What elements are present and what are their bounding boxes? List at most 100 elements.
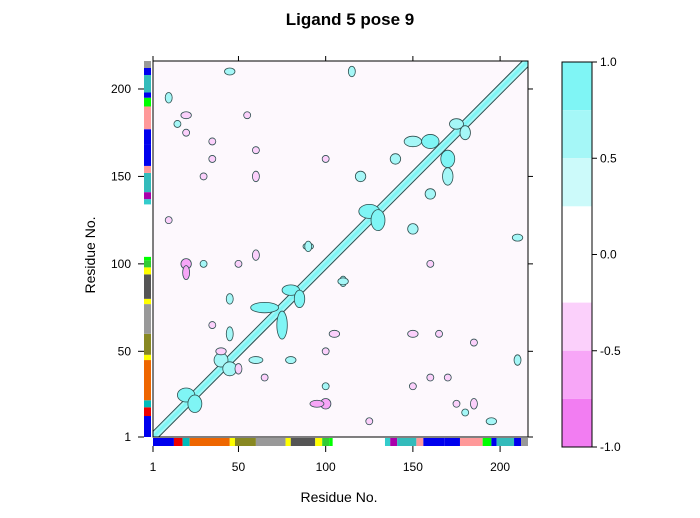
y-ss-segment (144, 304, 151, 334)
negative-contour-mirror (321, 347, 330, 356)
positive-contour-mirror (187, 394, 203, 413)
positive-contour-mirror (440, 149, 456, 169)
positive-contour-mirror (199, 259, 208, 268)
colorbar-tick-label: 1.0 (600, 55, 617, 69)
positive-contour (285, 356, 297, 364)
x-tick-label: 100 (316, 460, 336, 474)
x-ss-segment (423, 438, 445, 446)
positive-contour (485, 417, 498, 426)
y-tick-label: 1 (124, 430, 131, 444)
positive-contour (421, 134, 440, 149)
x-ss-segment (290, 438, 316, 446)
y-ss-segment (144, 67, 151, 75)
x-tick-label: 200 (490, 460, 510, 474)
y-ss-segment (144, 260, 151, 268)
x-tick-label: 50 (232, 460, 246, 474)
positive-contour-mirror (164, 92, 173, 104)
positive-contour (511, 233, 524, 242)
positive-contour (407, 223, 419, 235)
y-ss-segment (144, 274, 151, 299)
negative-contour-mirror (252, 170, 260, 183)
x-ss-segment (491, 438, 497, 446)
negative-contour-mirror (470, 398, 478, 410)
y-ss-segment (144, 129, 151, 145)
x-ss-segment (496, 438, 515, 446)
positive-contour-mirror (370, 209, 386, 232)
negative-contour (470, 338, 478, 347)
x-ss-segment (384, 438, 391, 446)
negative-contour (408, 382, 417, 391)
colorbar-level (562, 62, 592, 111)
positive-contour-mirror (461, 408, 470, 417)
negative-contour-mirror (164, 216, 173, 225)
y-ss-segment (144, 144, 151, 166)
y-tick-label: 200 (111, 82, 131, 96)
x-ss-segment (285, 438, 291, 446)
negative-contour-mirror (208, 137, 217, 146)
y-ss-segment (144, 74, 151, 93)
y-ss-segment (144, 165, 151, 173)
colorbar: 1.0 0.5 0.0 -0.5 -1.0 (561, 55, 621, 454)
y-secondary-structure-bar (144, 61, 151, 437)
colorbar-level (562, 158, 592, 207)
x-secondary-structure-bar (153, 438, 528, 446)
y-ss-segment (144, 333, 151, 355)
y-ss-segment (144, 97, 151, 107)
y-ss-segment (144, 267, 151, 275)
positive-contour (337, 277, 349, 286)
x-ss-segment (514, 438, 522, 446)
x-ss-segment (182, 438, 190, 446)
x-ss-segment (229, 438, 235, 446)
y-ss-segment (144, 92, 151, 98)
x-ss-segment (521, 438, 528, 446)
negative-contour (252, 146, 260, 155)
negative-contour (407, 329, 419, 338)
negative-contour (321, 155, 330, 163)
colorbar-tick-label: -0.5 (600, 344, 621, 358)
negative-contour (365, 417, 374, 426)
y-ss-segment (144, 199, 151, 205)
x-ss-segment (390, 438, 398, 446)
negative-contour-mirror (252, 249, 260, 261)
x-ss-segment (153, 438, 174, 446)
negative-contour (443, 373, 452, 382)
positive-contour-mirror (276, 310, 288, 340)
positive-contour-mirror (225, 326, 234, 342)
positive-contour (389, 153, 402, 165)
positive-contour (224, 67, 236, 76)
y-tick-label: 100 (111, 257, 131, 271)
negative-contour-mirror (234, 363, 243, 375)
colorbar-level (562, 350, 592, 399)
positive-contour-mirror (225, 293, 234, 305)
positive-contour-mirror (293, 289, 306, 308)
x-ss-segment (329, 438, 333, 446)
negative-contour (208, 155, 217, 163)
y-ss-segment (144, 61, 151, 68)
x-ss-segment (315, 438, 323, 446)
positive-contour (321, 382, 330, 391)
y-ss-segment (144, 172, 151, 193)
colorbar-tick-label: 0.5 (600, 151, 617, 165)
positive-contour (449, 118, 464, 130)
diagonal-band-core (153, 61, 528, 437)
y-ss-segment (144, 256, 151, 261)
negative-contour (309, 399, 325, 408)
negative-contour-mirror (182, 128, 191, 137)
colorbar-tick-label: 0.0 (600, 248, 617, 262)
colorbar-level (562, 398, 592, 447)
negative-contour (180, 111, 192, 120)
y-axis-title: Residue No. (82, 216, 98, 293)
colorbar-tick-label: -1.0 (600, 440, 621, 454)
positive-contour-mirror (304, 240, 313, 253)
positive-contour-mirror (347, 65, 356, 78)
positive-contour-mirror (513, 354, 522, 366)
positive-contour (248, 356, 264, 364)
negative-contour (234, 259, 243, 268)
negative-contour-mirror (208, 321, 217, 329)
plot-frame (152, 60, 529, 438)
positive-contour (250, 301, 279, 314)
y-ss-segment (144, 416, 151, 437)
chart-title: Ligand 5 pose 9 (286, 10, 414, 29)
